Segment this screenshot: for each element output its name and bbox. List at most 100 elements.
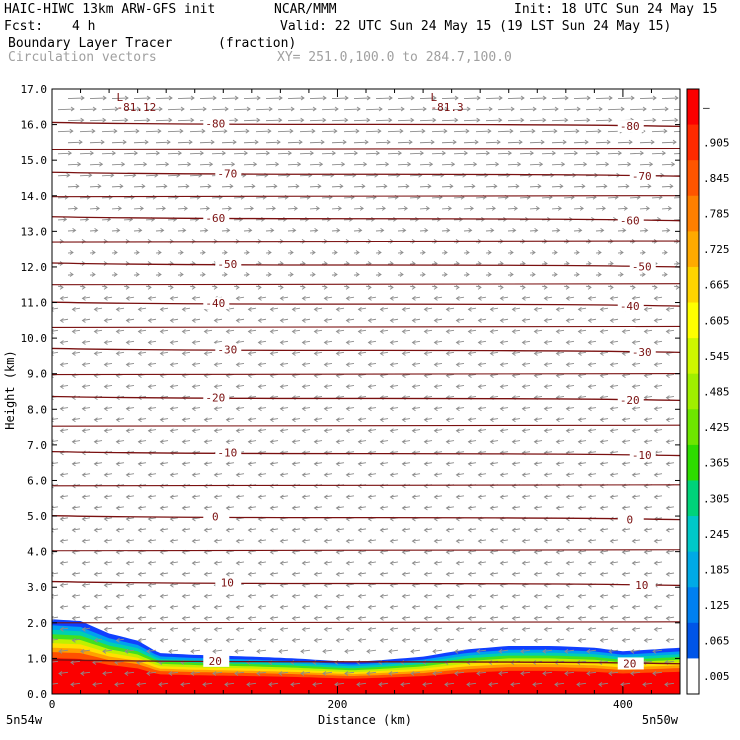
- vector-arrowhead: [379, 439, 384, 445]
- vector-arrowhead: [542, 117, 547, 123]
- vector-arrow: [500, 605, 509, 608]
- vector-arrowhead: [609, 626, 614, 632]
- vector-arrow: [390, 407, 399, 410]
- vector-arrow: [510, 682, 521, 685]
- vector-arrow: [258, 495, 267, 498]
- vector-arrowhead: [389, 428, 394, 434]
- colorbar-swatch: [687, 124, 699, 161]
- vector-arrowhead: [103, 538, 108, 544]
- vector-arrowhead: [379, 483, 384, 489]
- vector-arrowhead: [147, 428, 152, 434]
- vector-arrow: [610, 385, 619, 388]
- vector-arrowhead: [93, 638, 98, 643]
- vector-arrow: [595, 97, 613, 100]
- vector-arrow: [148, 561, 157, 564]
- vector-arrowhead: [643, 549, 648, 555]
- vector-arrow: [365, 218, 375, 221]
- vector-arrow: [79, 152, 94, 155]
- vector-arrow: [353, 163, 367, 166]
- vector-arrow: [277, 196, 288, 199]
- vector-arrow: [94, 506, 103, 509]
- vector-arrow: [177, 97, 195, 100]
- vector-arrowhead: [245, 250, 250, 255]
- vector-arrow: [60, 473, 69, 476]
- vector-arrowhead: [345, 626, 350, 632]
- vector-arrowhead: [334, 106, 339, 112]
- vector-arrowhead: [587, 384, 592, 390]
- vector-arrow: [522, 296, 531, 299]
- vector-arrowhead: [213, 626, 218, 632]
- vector-arrow: [412, 539, 421, 542]
- vector-arrow: [490, 462, 499, 465]
- vector-arrowhead: [521, 318, 526, 323]
- vector-arrow: [673, 153, 680, 155]
- vector-arrowhead: [661, 150, 666, 156]
- vector-arrow: [133, 163, 147, 166]
- vector-arrowhead: [103, 284, 108, 290]
- vector-arrowhead: [122, 139, 127, 145]
- vector-arrowhead: [159, 527, 164, 533]
- vector-arrow: [331, 97, 349, 100]
- vector-arrow: [204, 528, 213, 531]
- vector-arrowhead: [323, 318, 328, 323]
- vector-arrowhead: [95, 205, 100, 211]
- vector-arrow: [101, 218, 111, 221]
- vector-arrowhead: [191, 428, 196, 434]
- vector-arrow: [446, 462, 455, 465]
- circulation-vectors: [52, 89, 680, 687]
- vector-arrow: [277, 218, 287, 221]
- vector-arrow: [309, 119, 326, 122]
- vector-arrow: [490, 440, 499, 443]
- vector-arrowhead: [665, 89, 666, 90]
- vector-arrow: [512, 440, 521, 443]
- vector-arrowhead: [179, 128, 184, 134]
- vector-arrow: [666, 638, 675, 641]
- vector-arrowhead: [115, 615, 120, 621]
- y-tick-label: 17.0: [21, 83, 48, 96]
- vector-arrow: [522, 340, 531, 343]
- vector-arrow: [346, 362, 355, 366]
- vector-arrowhead: [529, 150, 534, 156]
- vector-arrowhead: [333, 250, 338, 255]
- vector-arrowhead: [144, 139, 149, 145]
- vector-arrow: [490, 307, 499, 310]
- vector-arrowhead: [345, 494, 350, 500]
- vector-arrowhead: [565, 604, 570, 610]
- vector-arrowhead: [467, 307, 472, 312]
- vector-arrowhead: [312, 106, 317, 112]
- vector-arrowhead: [584, 139, 589, 145]
- vector-arrow: [402, 329, 411, 332]
- vector-arrow: [314, 418, 323, 421]
- vector-arrowhead: [509, 250, 514, 255]
- vector-arrow: [608, 671, 619, 674]
- vector-arrow: [214, 340, 223, 343]
- vector-arrow: [617, 163, 631, 166]
- vector-arrow: [346, 318, 355, 321]
- vector-arrowhead: [389, 296, 394, 301]
- vector-arrowhead: [201, 250, 206, 255]
- vector-arrowhead: [357, 417, 362, 423]
- vector-arrowhead: [69, 128, 74, 134]
- vector-arrowhead: [335, 329, 340, 334]
- vector-arrowhead: [389, 318, 394, 323]
- vector-arrowhead: [403, 205, 408, 211]
- vector-arrow: [146, 649, 157, 652]
- vector-arrowhead: [617, 150, 622, 156]
- contour-label-bg: [203, 654, 230, 667]
- vector-arrowhead: [534, 228, 539, 233]
- vector-arrowhead: [499, 296, 504, 301]
- vector-arrowhead: [147, 472, 152, 478]
- vector-arrow: [358, 418, 367, 421]
- vector-arrowhead: [445, 593, 450, 599]
- vector-arrow: [270, 528, 279, 531]
- contour-label: -40: [205, 297, 225, 310]
- vector-arrowhead: [402, 228, 407, 233]
- vector-arrowhead: [146, 649, 151, 654]
- vector-arrowhead: [564, 117, 569, 123]
- vector-arrowhead: [533, 439, 538, 445]
- vector-arrowhead: [103, 428, 108, 434]
- vector-arrow: [441, 229, 450, 232]
- vector-arrow: [265, 141, 281, 144]
- vector-arrowhead: [488, 682, 493, 687]
- vector-arrowhead: [555, 571, 560, 577]
